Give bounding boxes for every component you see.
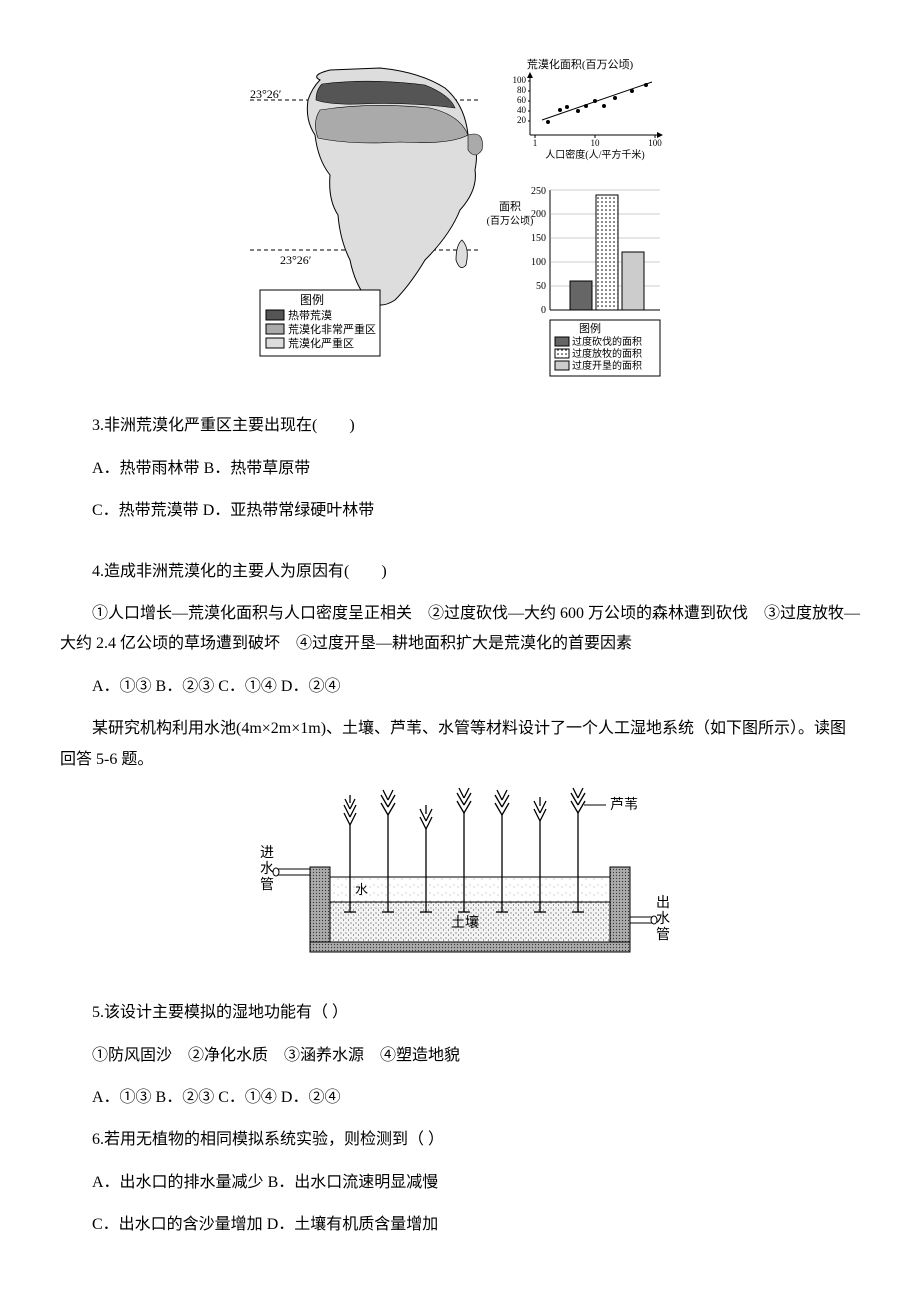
figure-africa-composite: 23°26′ 23°26′ 图例 热带荒漠 荒漠化非常严重区 荒漠化严重区 荒漠…: [60, 50, 860, 391]
svg-text:40: 40: [517, 105, 527, 115]
svg-text:1: 1: [533, 138, 538, 148]
map-legend-2: 荒漠化严重区: [288, 336, 354, 350]
africa-composite-svg: 23°26′ 23°26′ 图例 热带荒漠 荒漠化非常严重区 荒漠化严重区 荒漠…: [250, 50, 670, 380]
q3-optA: A．热带雨林带: [92, 460, 200, 477]
scatter-xlabel: 人口密度(人/平方千米): [545, 148, 644, 161]
q6-optA: A．出水口的排水量减少: [92, 1174, 264, 1191]
svg-text:100: 100: [531, 257, 546, 268]
svg-text:80: 80: [517, 85, 527, 95]
bar-ylabel-2: (百万公顷): [487, 215, 534, 227]
q4-opts: A．①③ B．②③ C．①④ D．②④: [60, 672, 860, 702]
map-legend-0: 热带荒漠: [288, 309, 332, 322]
wetland-intro: 某研究机构利用水池(4m×2m×1m)、土壤、芦苇、水管等材料设计了一个人工湿地…: [60, 714, 860, 775]
inlet-label-2: 水: [260, 861, 274, 877]
bar-legend-2: 过度开垦的面积: [572, 359, 642, 372]
q6-optD: D．土壤有机质含量增加: [267, 1216, 439, 1233]
inlet-label-3: 管: [260, 877, 274, 893]
scatter-title: 荒漠化面积(百万公顷): [527, 57, 634, 71]
svg-text:20: 20: [517, 115, 527, 125]
bar-chart: 面积 (百万公顷) 050100 150200250 图例 过度砍伐: [487, 186, 660, 376]
q4-stem: 4.造成非洲荒漠化的主要人为原因有( ): [60, 557, 860, 587]
svg-text:100: 100: [648, 138, 662, 148]
svg-text:100: 100: [513, 75, 527, 85]
soil-label: 土壤: [451, 914, 479, 931]
scatter-chart: 荒漠化面积(百万公顷) 100 80 60 40 20 1 10 100 人口密…: [513, 57, 664, 161]
svg-text:0: 0: [541, 305, 546, 316]
q6-stem: 6.若用无植物的相同模拟系统实验，则检测到（ ）: [60, 1125, 860, 1155]
figure-wetland: 进 水 管 出 水 管 芦苇 土壤 水: [60, 787, 860, 978]
q5-stem: 5.该设计主要模拟的湿地功能有（ ）: [60, 998, 860, 1028]
q5-detail: ①防风固沙 ②净化水质 ③涵养水源 ④塑造地貌: [60, 1041, 860, 1071]
q3-stem: 3.非洲荒漠化严重区主要出现在( ): [60, 411, 860, 441]
svg-text:50: 50: [536, 281, 546, 292]
wetland-svg: 进 水 管 出 水 管 芦苇 土壤 水: [240, 787, 680, 967]
tropic-label-s: 23°26′: [280, 253, 312, 267]
q3-opts-line2: C．热带荒漠带 D．亚热带常绿硬叶林带: [60, 496, 860, 526]
outlet-label-3: 管: [656, 927, 670, 943]
q3-optC: C．热带荒漠带: [92, 502, 199, 519]
bar-legend-1: 过度放牧的面积: [572, 347, 642, 360]
svg-text:60: 60: [517, 95, 527, 105]
q6-opts-line1: A．出水口的排水量减少 B．出水口流速明显减慢: [60, 1168, 860, 1198]
map-legend-1: 荒漠化非常严重区: [288, 322, 376, 336]
q6-optC: C．出水口的含沙量增加: [92, 1216, 263, 1233]
bar-ylabel-1: 面积: [499, 200, 521, 213]
q5-opts: A．①③ B．②③ C．①④ D．②④: [60, 1083, 860, 1113]
q3-opts-line1: A．热带雨林带 B．热带草原带: [60, 454, 860, 484]
q3-optD: D．亚热带常绿硬叶林带: [203, 502, 375, 519]
inlet-label-1: 进: [260, 845, 274, 861]
outlet-label-1: 出: [656, 895, 670, 911]
water-label: 水: [355, 882, 368, 897]
bar-legend-0: 过度砍伐的面积: [572, 335, 642, 348]
bar-legend-title: 图例: [579, 321, 601, 335]
svg-text:10: 10: [591, 138, 601, 148]
q6-opts-line2: C．出水口的含沙量增加 D．土壤有机质含量增加: [60, 1210, 860, 1240]
map-legend-title: 图例: [300, 293, 324, 307]
reed-label: 芦苇: [610, 797, 638, 813]
q3-optB: B．热带草原带: [204, 460, 311, 477]
tropic-label-n: 23°26′: [250, 87, 282, 101]
svg-text:250: 250: [531, 186, 546, 197]
svg-text:150: 150: [531, 233, 546, 244]
q4-detail: ①人口增长—荒漠化面积与人口密度呈正相关 ②过度砍伐—大约 600 万公顷的森林…: [60, 599, 860, 660]
svg-text:200: 200: [531, 209, 546, 220]
outlet-label-2: 水: [656, 911, 670, 927]
q6-optB: B．出水口流速明显减慢: [268, 1174, 439, 1191]
